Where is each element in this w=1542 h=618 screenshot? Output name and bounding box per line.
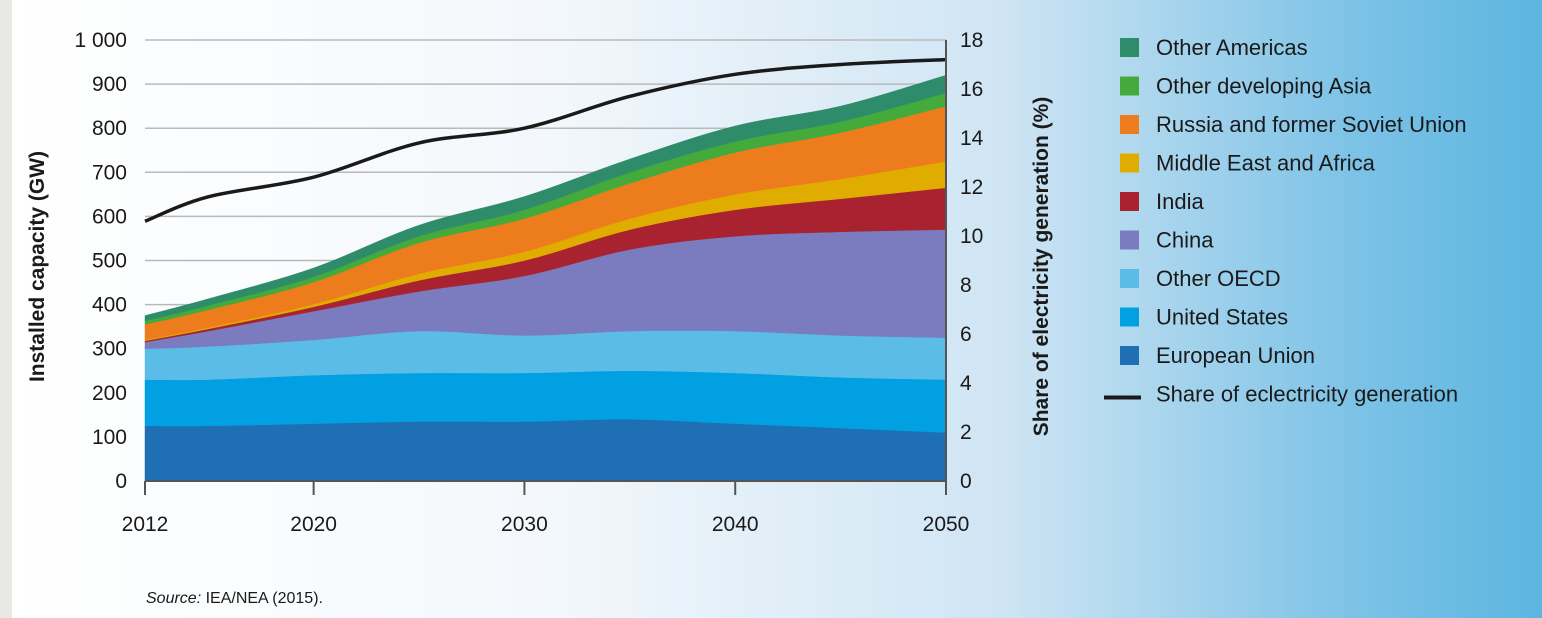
source-note: Source: IEA/NEA (2015). — [146, 590, 323, 608]
share-line — [144, 57, 947, 223]
y-tick-label: 900 — [92, 73, 127, 96]
legend-label-european-union: European Union — [1156, 343, 1315, 368]
legend-swatch-other-americas — [1120, 38, 1139, 57]
legend-label-russia-and-former-soviet-union: Russia and former Soviet Union — [1156, 112, 1467, 137]
legend: Other Americas Other developing Asia Russi… — [1104, 35, 1467, 407]
y2-tick-label: 8 — [960, 274, 972, 297]
y-tick-label: 500 — [92, 250, 127, 273]
legend-label-other-americas: Other Americas — [1156, 35, 1308, 60]
legend-swatch-middle-east-and-africa — [1120, 153, 1139, 173]
y-axis-title: Installed capacity (GW) — [26, 151, 49, 382]
legend-label-other-oecd: Other OECD — [1156, 266, 1281, 291]
legend-label-india: India — [1156, 189, 1204, 214]
x-tick-label: 2030 — [501, 513, 548, 536]
y-tick-label: 1 000 — [74, 29, 127, 52]
x-tick-label: 2020 — [290, 513, 337, 536]
legend-swatch-european-union — [1120, 346, 1139, 365]
x-tick-label: 2040 — [712, 513, 759, 536]
y2-tick-label: 18 — [960, 29, 983, 52]
y2-tick-label: 14 — [960, 127, 984, 150]
y-tick-label: 800 — [92, 117, 127, 140]
y-tick-label: 600 — [92, 205, 127, 228]
legend-swatch-china — [1120, 230, 1139, 250]
legend-swatch-other-oecd — [1120, 269, 1139, 288]
y2-tick-label: 6 — [960, 323, 972, 346]
legend-swatch-russia-and-former-soviet-union — [1120, 115, 1139, 134]
area-european-union — [144, 418, 947, 482]
x-tick-label: 2050 — [923, 513, 970, 536]
y2-tick-label: 0 — [960, 470, 972, 493]
legend-label-middle-east-and-africa: Middle East and Africa — [1156, 151, 1376, 176]
legend-label-china: China — [1156, 228, 1214, 253]
y-tick-label: 0 — [115, 470, 127, 493]
x-tick-label: 2012 — [122, 513, 169, 536]
left-edge-strip — [0, 0, 12, 618]
y2-axis-title: Share of electricity generation (%) — [1030, 97, 1053, 437]
y2-tick-label: 12 — [960, 176, 983, 199]
y2-tick-label: 10 — [960, 225, 983, 248]
y-tick-label: 300 — [92, 338, 127, 361]
y2-tick-label: 4 — [960, 372, 972, 395]
source-label: Source: — [146, 590, 202, 607]
source-text: IEA/NEA (2015). — [201, 590, 323, 607]
legend-swatch-other-developing-asia — [1120, 76, 1139, 96]
legend-label-united-states: United States — [1156, 305, 1288, 330]
y-tick-label: 700 — [92, 161, 127, 184]
stacked-areas — [144, 74, 947, 482]
legend-swatch-united-states — [1120, 307, 1139, 327]
legend-label-other-developing-asia: Other developing Asia — [1156, 74, 1372, 99]
y-tick-label: 400 — [92, 294, 127, 317]
legend-swatch-india — [1120, 192, 1139, 211]
axes: 0 100 200 300 400 500 600 700 800 900 1 000 0 2 4 6 8 10… — [26, 29, 1053, 536]
share-line-layer — [144, 57, 947, 223]
y2-tick-label: 2 — [960, 421, 972, 444]
y-tick-label: 200 — [92, 382, 127, 405]
legend-label-share-line: Share of eclectricity generation — [1156, 382, 1458, 407]
y-tick-label: 100 — [92, 426, 127, 449]
y2-tick-label: 16 — [960, 78, 983, 101]
